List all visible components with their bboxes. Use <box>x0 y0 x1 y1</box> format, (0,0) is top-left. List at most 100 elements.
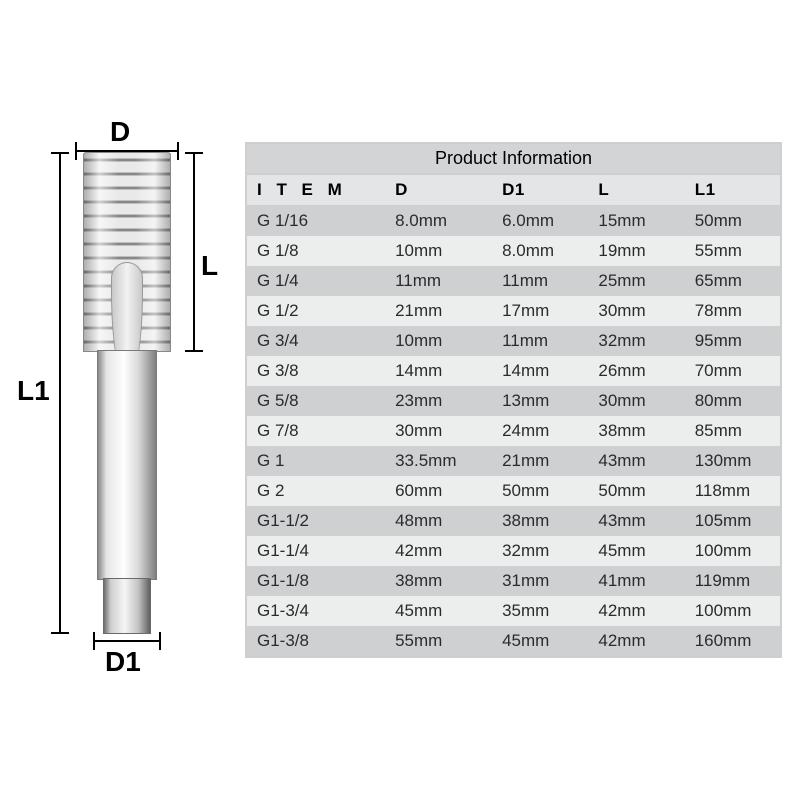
cell-item: G1-1/8 <box>246 566 385 596</box>
dim-line-d <box>75 150 179 152</box>
table-row: G 1/810mm8.0mm19mm55mm <box>246 236 781 266</box>
cell-d1: 24mm <box>492 416 588 446</box>
dim-line-l1 <box>59 152 61 634</box>
cell-d: 38mm <box>385 566 492 596</box>
cell-item: G1-1/4 <box>246 536 385 566</box>
table-row: G1-1/248mm38mm43mm105mm <box>246 506 781 536</box>
cell-d: 23mm <box>385 386 492 416</box>
cell-d1: 6.0mm <box>492 206 588 237</box>
spec-table-panel: Product Information I T E M D D1 L L1 G … <box>245 142 782 658</box>
cell-l: 30mm <box>588 296 684 326</box>
cell-d1: 11mm <box>492 326 588 356</box>
cell-l1: 55mm <box>685 236 781 266</box>
cell-l: 43mm <box>588 506 684 536</box>
col-header-d1: D1 <box>492 174 588 206</box>
cell-l1: 118mm <box>685 476 781 506</box>
cell-l: 19mm <box>588 236 684 266</box>
cell-item: G 1/8 <box>246 236 385 266</box>
cell-l: 42mm <box>588 596 684 626</box>
cell-l1: 160mm <box>685 626 781 657</box>
cell-l1: 50mm <box>685 206 781 237</box>
dim-tick <box>177 142 179 160</box>
cell-l: 26mm <box>588 356 684 386</box>
dim-tick <box>93 632 95 650</box>
dim-tick <box>159 632 161 650</box>
table-title: Product Information <box>245 142 782 173</box>
cell-item: G 1/16 <box>246 206 385 237</box>
col-header-d: D <box>385 174 492 206</box>
table-row: G1-3/855mm45mm42mm160mm <box>246 626 781 657</box>
cell-d1: 35mm <box>492 596 588 626</box>
cell-d1: 50mm <box>492 476 588 506</box>
dim-tick <box>51 632 69 634</box>
table-row: G 1/411mm11mm25mm65mm <box>246 266 781 296</box>
cell-item: G1-3/4 <box>246 596 385 626</box>
cell-item: G 2 <box>246 476 385 506</box>
table-row: G 3/814mm14mm26mm70mm <box>246 356 781 386</box>
cell-l: 38mm <box>588 416 684 446</box>
cell-item: G 1 <box>246 446 385 476</box>
table-row: G 260mm50mm50mm118mm <box>246 476 781 506</box>
cell-d: 48mm <box>385 506 492 536</box>
dim-label-l1: L1 <box>17 375 50 407</box>
col-header-l: L <box>588 174 684 206</box>
cell-l: 30mm <box>588 386 684 416</box>
table-row: G1-1/838mm31mm41mm119mm <box>246 566 781 596</box>
table-row: G1-3/445mm35mm42mm100mm <box>246 596 781 626</box>
cell-d1: 31mm <box>492 566 588 596</box>
spec-table: Product Information I T E M D D1 L L1 G … <box>245 142 782 658</box>
cell-d1: 13mm <box>492 386 588 416</box>
cell-d: 10mm <box>385 326 492 356</box>
table-header-row: I T E M D D1 L L1 <box>246 174 781 206</box>
cell-l: 50mm <box>588 476 684 506</box>
cell-item: G 3/4 <box>246 326 385 356</box>
dim-tick <box>185 152 203 154</box>
cell-l1: 130mm <box>685 446 781 476</box>
dim-tick <box>75 142 77 160</box>
tap-tool-illustration <box>83 152 171 634</box>
table-row: G 1/168.0mm6.0mm15mm50mm <box>246 206 781 237</box>
cell-l: 45mm <box>588 536 684 566</box>
cell-d1: 45mm <box>492 626 588 657</box>
cell-l: 15mm <box>588 206 684 237</box>
cell-item: G 1/2 <box>246 296 385 326</box>
cell-l1: 70mm <box>685 356 781 386</box>
dim-label-d1: D1 <box>105 646 141 678</box>
table-row: G 3/410mm11mm32mm95mm <box>246 326 781 356</box>
dim-line-l <box>193 152 195 352</box>
cell-d: 11mm <box>385 266 492 296</box>
cell-d: 45mm <box>385 596 492 626</box>
cell-l: 25mm <box>588 266 684 296</box>
tap-diagram: D L L1 D1 <box>15 110 235 670</box>
cell-d: 10mm <box>385 236 492 266</box>
dim-label-l: L <box>201 250 218 282</box>
cell-item: G 1/4 <box>246 266 385 296</box>
cell-d1: 38mm <box>492 506 588 536</box>
cell-l: 32mm <box>588 326 684 356</box>
cell-d1: 21mm <box>492 446 588 476</box>
cell-l: 43mm <box>588 446 684 476</box>
cell-d1: 17mm <box>492 296 588 326</box>
tap-shank <box>97 350 157 580</box>
cell-d: 30mm <box>385 416 492 446</box>
cell-l1: 65mm <box>685 266 781 296</box>
dim-label-d: D <box>110 116 130 148</box>
dim-tick <box>51 152 69 154</box>
cell-l1: 100mm <box>685 536 781 566</box>
cell-d: 8.0mm <box>385 206 492 237</box>
table-row: G 133.5mm21mm43mm130mm <box>246 446 781 476</box>
cell-item: G 7/8 <box>246 416 385 446</box>
cell-l1: 80mm <box>685 386 781 416</box>
cell-l: 41mm <box>588 566 684 596</box>
cell-l: 42mm <box>588 626 684 657</box>
col-header-item: I T E M <box>246 174 385 206</box>
tap-square-drive <box>103 578 151 634</box>
cell-l1: 85mm <box>685 416 781 446</box>
cell-item: G 5/8 <box>246 386 385 416</box>
cell-l1: 100mm <box>685 596 781 626</box>
cell-d: 21mm <box>385 296 492 326</box>
cell-item: G1-1/2 <box>246 506 385 536</box>
cell-l1: 119mm <box>685 566 781 596</box>
cell-l1: 105mm <box>685 506 781 536</box>
col-header-l1: L1 <box>685 174 781 206</box>
